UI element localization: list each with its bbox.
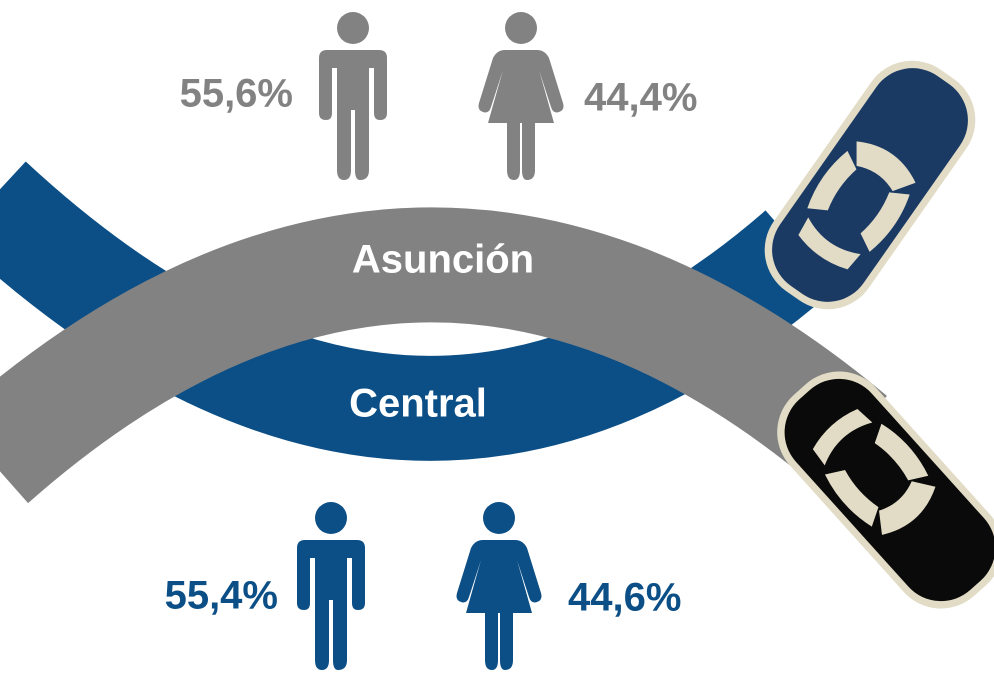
man-icon (297, 502, 365, 670)
region-label: Central (349, 382, 487, 426)
female-percent: 44,4% (584, 76, 697, 120)
region-label: Asunción (352, 238, 534, 282)
male-percent: 55,4% (165, 574, 278, 618)
man-icon (319, 12, 387, 180)
woman-icon (478, 12, 564, 180)
asuncion-band (0, 207, 887, 504)
male-percent: 55,6% (180, 72, 293, 116)
female-percent: 44,6% (568, 576, 681, 620)
car-blue (745, 41, 994, 329)
woman-icon (456, 502, 542, 670)
